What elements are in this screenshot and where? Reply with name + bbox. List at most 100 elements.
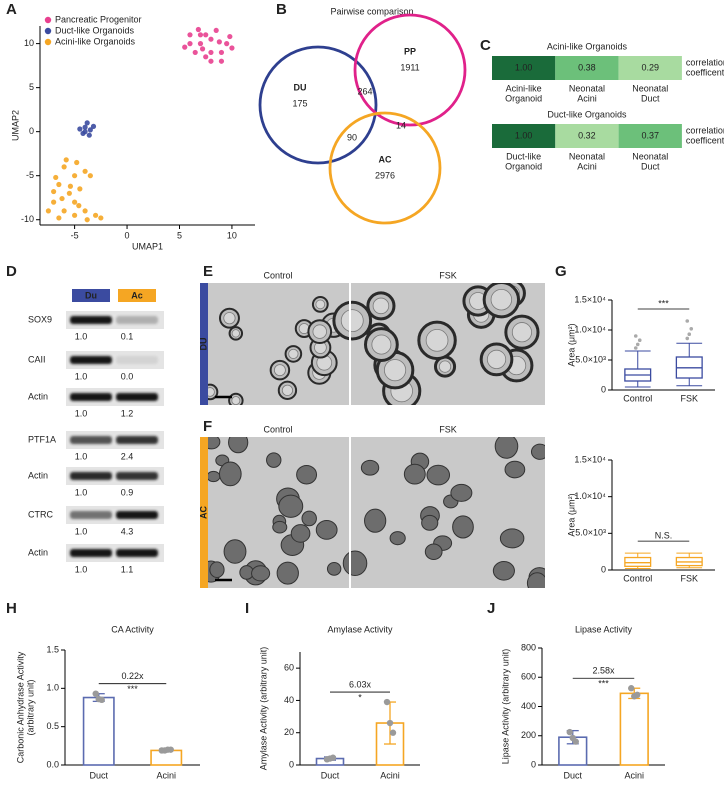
blot-band <box>70 436 112 444</box>
organoid-lumen <box>383 359 407 382</box>
venn-label: AC <box>379 154 392 164</box>
point <box>197 41 204 47</box>
side-bar <box>200 283 208 405</box>
legend-label: Duct-like Organoids <box>55 25 135 35</box>
organoid <box>421 514 439 531</box>
column-label: Organoid <box>505 161 542 171</box>
y-tick-label: 0 <box>29 126 34 136</box>
lane-label: Du <box>85 290 97 300</box>
data-point <box>167 746 174 753</box>
data-point <box>386 719 394 727</box>
y-tick-label: 0 <box>601 384 606 394</box>
organoid <box>494 437 519 459</box>
organoid-lumen <box>223 312 236 325</box>
organoid-lumen <box>511 322 532 343</box>
protein-label: CTRC <box>28 509 53 519</box>
band-quant: 1.2 <box>121 408 134 418</box>
organoid <box>389 531 406 546</box>
blot-strip <box>66 506 164 524</box>
panel-label: J <box>487 600 495 617</box>
point <box>208 36 214 42</box>
significance: * <box>358 692 362 702</box>
protein-label: Actin <box>28 547 48 557</box>
point <box>199 46 206 52</box>
outlier <box>685 336 690 341</box>
y-tick-label: 60 <box>284 663 294 673</box>
y-axis-label: Carbonic Anhydrase Activity <box>15 651 25 763</box>
point <box>92 212 99 218</box>
venn-title: Pairwise comparison <box>330 6 413 16</box>
point <box>56 215 62 221</box>
blot-strip <box>66 544 164 562</box>
point <box>82 208 88 214</box>
point <box>45 208 51 214</box>
point <box>208 49 214 56</box>
bar <box>82 696 115 766</box>
point <box>203 54 209 60</box>
organoid <box>207 470 221 483</box>
organoid-lumen <box>312 324 327 339</box>
organoid <box>296 464 318 485</box>
outlier <box>633 346 638 350</box>
organoid <box>278 494 304 518</box>
organoid <box>530 443 545 460</box>
side-label: AC <box>198 506 208 519</box>
data-point <box>628 685 635 692</box>
organoid <box>223 539 247 564</box>
fold-change: 0.22x <box>121 671 144 681</box>
panel-label: C <box>480 37 491 54</box>
panel-label: A <box>6 1 17 18</box>
organoid <box>218 461 242 487</box>
outlier <box>633 334 638 338</box>
point <box>76 203 82 209</box>
band-quant: 1.0 <box>75 487 88 497</box>
column-label: Duct-like <box>506 151 541 161</box>
x-tick-label: -5 <box>71 230 79 240</box>
x-tick-label: 0 <box>125 230 130 240</box>
x-tick-label: Control <box>623 573 652 583</box>
outlier <box>689 327 694 331</box>
venn-circle <box>328 111 442 225</box>
venn-circle <box>258 45 378 165</box>
y-tick-label: 1.5×10⁴ <box>574 294 606 304</box>
blot-band <box>116 316 158 324</box>
x-tick-label: Acini <box>380 770 400 780</box>
point <box>66 190 72 196</box>
column-label: Acini <box>577 161 597 171</box>
blot-band <box>70 356 112 364</box>
organoid <box>272 520 288 534</box>
y-tick-label: 1.0×10⁴ <box>574 324 606 334</box>
data-point <box>566 728 573 736</box>
blot-band <box>116 356 158 364</box>
venn-count: 175 <box>292 98 307 108</box>
organoid-lumen <box>231 396 241 405</box>
point <box>197 32 204 38</box>
organoid <box>276 561 299 585</box>
column-label: Neonatal <box>632 151 668 161</box>
x-tick-label: Duct <box>563 770 582 780</box>
heat-cell <box>492 124 556 148</box>
y-tick-label: 20 <box>284 727 294 737</box>
y-tick-label: 200 <box>521 730 536 740</box>
significance: *** <box>127 684 138 694</box>
point <box>229 45 235 51</box>
cell-value: 0.38 <box>578 62 596 72</box>
protein-label: SOX9 <box>28 314 52 324</box>
fold-change: 2.58x <box>592 666 615 676</box>
y-tick-label: 1.0×10⁴ <box>574 491 606 501</box>
point <box>208 58 214 64</box>
panel-label: H <box>6 600 17 617</box>
y-tick-label: 5 <box>29 82 34 92</box>
y-tick-label: 600 <box>521 672 536 682</box>
cell-value: 0.32 <box>578 130 596 140</box>
blot-band <box>116 436 158 444</box>
blot-band <box>70 511 112 519</box>
point <box>67 183 74 189</box>
band-quant: 1.0 <box>75 371 88 381</box>
organoid <box>266 452 282 468</box>
blot-band <box>116 511 158 519</box>
band-quant: 0.0 <box>121 371 134 381</box>
blot-band <box>70 472 112 480</box>
point <box>56 181 62 188</box>
venn-overlap: 264 <box>357 86 372 96</box>
